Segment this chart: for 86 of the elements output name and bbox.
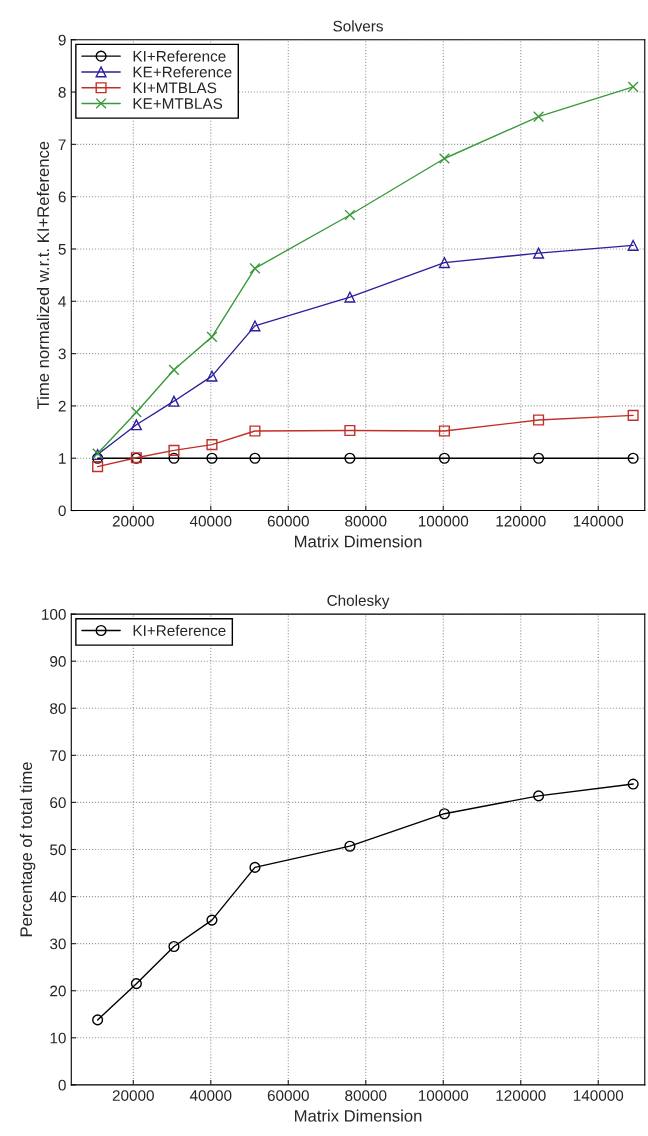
point bbox=[438, 452, 450, 464]
y-tick-label: 3 bbox=[58, 348, 66, 360]
point bbox=[627, 778, 639, 790]
y-tick-label: 90 bbox=[50, 656, 66, 667]
x-tick-label: 60000 bbox=[267, 1090, 309, 1101]
point bbox=[438, 808, 450, 820]
point bbox=[344, 840, 356, 852]
point bbox=[130, 419, 142, 431]
chart-title: Cholesky bbox=[327, 594, 390, 609]
x-tick-label: 40000 bbox=[189, 515, 232, 527]
y-axis-title: Time normalized w.r.t. KI+Reference bbox=[36, 141, 50, 409]
legend-label: KI+MTBLAS bbox=[133, 82, 217, 94]
y-tick-label: 0 bbox=[58, 1079, 66, 1091]
x-tick-label: 100000 bbox=[418, 515, 469, 527]
y-tick-label: 6 bbox=[58, 191, 66, 203]
point bbox=[168, 444, 180, 456]
y-tick-label: 0 bbox=[58, 505, 66, 517]
point bbox=[627, 452, 639, 464]
y-tick-label: 1 bbox=[59, 453, 66, 464]
point bbox=[627, 81, 639, 93]
point bbox=[168, 395, 180, 407]
y-tick-label: 5 bbox=[58, 244, 66, 255]
point bbox=[533, 111, 545, 123]
point bbox=[533, 790, 545, 802]
point bbox=[130, 978, 142, 990]
point bbox=[92, 1014, 104, 1026]
y-tick-label: 8 bbox=[58, 86, 66, 98]
point bbox=[249, 320, 261, 332]
y-tick-label: 100 bbox=[42, 608, 66, 620]
x-axis-title: Matrix Dimension bbox=[295, 1109, 422, 1122]
point bbox=[168, 452, 180, 464]
x-tick-label: 100000 bbox=[418, 1090, 469, 1101]
y-tick-label: 7 bbox=[58, 139, 66, 150]
legend-label: KE+MTBLAS bbox=[133, 98, 223, 109]
x-tick-label: 120000 bbox=[496, 515, 546, 527]
point bbox=[92, 461, 104, 473]
point bbox=[206, 331, 218, 343]
x-tick-label: 40000 bbox=[189, 1090, 232, 1101]
point bbox=[206, 452, 218, 464]
y-tick-label: 10 bbox=[50, 1032, 66, 1044]
x-tick-label: 20000 bbox=[112, 1090, 154, 1101]
x-tick-label: 120000 bbox=[496, 1090, 546, 1101]
x-tick-label: 80000 bbox=[345, 1090, 387, 1101]
point bbox=[438, 257, 450, 269]
legend-label: KI+Reference bbox=[133, 624, 226, 637]
point bbox=[627, 239, 639, 251]
point bbox=[168, 940, 180, 953]
point bbox=[438, 425, 450, 437]
y-tick-label: 20 bbox=[50, 985, 66, 997]
point bbox=[344, 452, 356, 464]
x-tick-label: 20000 bbox=[112, 515, 154, 527]
point bbox=[249, 425, 261, 437]
point bbox=[344, 424, 356, 437]
point bbox=[533, 414, 545, 426]
point bbox=[130, 406, 142, 418]
chart-title: Solvers bbox=[333, 20, 383, 32]
point bbox=[533, 247, 545, 259]
point bbox=[206, 370, 218, 382]
point bbox=[249, 861, 261, 873]
y-tick-label: 60 bbox=[50, 797, 66, 809]
y-tick-label: 50 bbox=[50, 844, 66, 856]
point bbox=[533, 452, 545, 464]
y-tick-label: 9 bbox=[58, 34, 66, 46]
y-tick-label: 80 bbox=[50, 703, 66, 714]
legend-label: KI+Reference bbox=[133, 50, 226, 62]
y-tick-label: 4 bbox=[58, 296, 66, 307]
legend-label: KE+Reference bbox=[133, 66, 232, 78]
x-tick-label: 60000 bbox=[267, 515, 309, 527]
x-axis-title: Matrix Dimension bbox=[295, 535, 422, 548]
y-axis-title: Percentage of total time bbox=[19, 762, 36, 937]
point bbox=[206, 914, 218, 926]
y-tick-label: 2 bbox=[58, 400, 66, 412]
point bbox=[438, 152, 450, 165]
point bbox=[249, 452, 261, 464]
point bbox=[627, 409, 639, 421]
x-tick-label: 80000 bbox=[345, 515, 387, 527]
x-tick-label: 140000 bbox=[573, 1090, 624, 1101]
y-tick-label: 40 bbox=[49, 891, 66, 903]
point bbox=[344, 291, 356, 303]
point bbox=[168, 364, 180, 376]
point bbox=[206, 439, 218, 451]
point bbox=[344, 209, 356, 221]
y-tick-label: 70 bbox=[50, 750, 66, 762]
y-tick-label: 30 bbox=[50, 938, 66, 950]
point bbox=[249, 262, 261, 274]
x-tick-label: 140000 bbox=[573, 515, 624, 527]
